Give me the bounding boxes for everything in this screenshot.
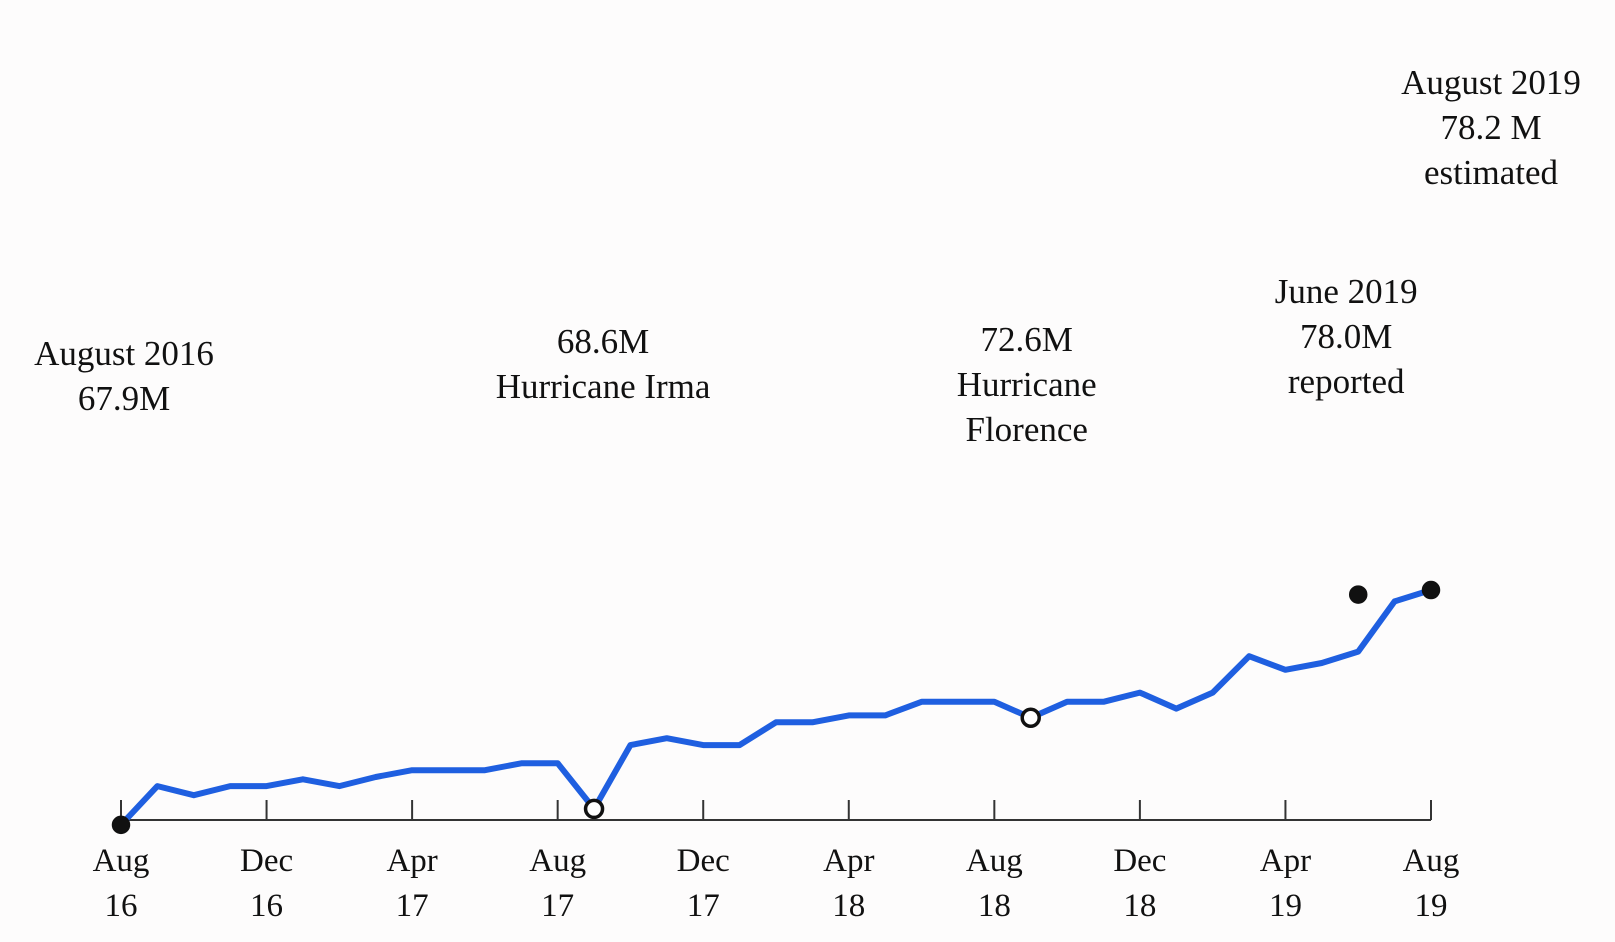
annotation-line: Hurricane Irma	[496, 367, 711, 406]
x-tick-label-line: Dec	[677, 843, 730, 879]
x-tick-label-line: 18	[1123, 888, 1156, 924]
series-line	[118, 587, 1434, 828]
series-layer	[118, 587, 1434, 828]
x-tick-label: Aug 18	[966, 843, 1023, 924]
marker-layer	[111, 580, 1441, 835]
annotation-line: 78.2 M	[1440, 108, 1541, 147]
x-tick-label: Dec 16	[240, 843, 293, 924]
x-tick-label: Aug 17	[529, 843, 586, 924]
x-tick-label: Apr 17	[386, 843, 437, 924]
x-tick-label-line: 17	[541, 888, 574, 924]
annotation-line: 68.6M	[557, 322, 649, 361]
annotation-line: estimated	[1424, 153, 1559, 192]
x-tick-label: Aug 19	[1403, 843, 1460, 924]
x-tick-label: Apr 18	[823, 843, 874, 924]
annotation-line: 72.6M	[981, 320, 1073, 359]
x-tick-label-line: Apr	[1260, 843, 1311, 879]
x-tick-label: Apr 19	[1260, 843, 1311, 924]
event-marker-open	[1020, 707, 1041, 728]
event-marker-open	[583, 798, 605, 820]
data-point-marker	[1421, 580, 1441, 600]
annotation-line: August 2016	[34, 334, 214, 373]
data-point-marker	[1348, 585, 1368, 604]
x-tick-label-line: 19	[1269, 888, 1302, 924]
annotation-line: Florence	[965, 410, 1087, 449]
point-annotation: August 2019 78.2 M estimated	[1401, 63, 1581, 192]
annotation-line: June 2019	[1275, 272, 1418, 311]
point-annotation: 72.6M Hurricane Florence	[957, 320, 1097, 449]
x-tick-label-line: Aug	[966, 843, 1023, 879]
x-tick-label-line: Apr	[386, 843, 437, 879]
x-tick-label-line: 18	[978, 888, 1011, 924]
x-tick-label: Aug 16	[93, 843, 150, 924]
annotation-line: Hurricane	[957, 365, 1097, 404]
annotation-line: 78.0M	[1300, 317, 1392, 356]
point-annotation: August 2016 67.9M	[34, 334, 214, 418]
x-tick-label-line: 17	[396, 888, 429, 924]
x-tick-label-line: Dec	[1113, 843, 1166, 879]
x-tick-label-line: 19	[1415, 888, 1448, 924]
data-point-marker	[111, 815, 131, 835]
x-tick-label: Dec 18	[1113, 843, 1166, 924]
x-tick-label-line: Aug	[529, 843, 586, 879]
point-annotation: June 2019 78.0M reported	[1275, 272, 1418, 401]
x-tick-label: Dec 17	[677, 843, 730, 924]
x-tick-label-line: 16	[105, 888, 138, 924]
point-annotation: 68.6M Hurricane Irma	[496, 322, 711, 406]
x-tick-label-line: Dec	[240, 843, 293, 879]
annotation-line: 67.9M	[78, 379, 170, 418]
x-tick-label-line: 17	[687, 888, 720, 924]
x-tick-label-line: 16	[250, 888, 283, 924]
x-tick-label-line: Apr	[823, 843, 874, 879]
x-axis: Aug 16 Dec 16 Apr 17 Aug 17 Dec 17 Apr 18 Aug 18 Dec 18…	[93, 800, 1460, 924]
annotation-line: August 2019	[1401, 63, 1581, 102]
annotation-layer: August 2016 67.9M 68.6M Hurricane Irma 72.6M…	[34, 63, 1581, 449]
x-tick-label-line: Aug	[1403, 843, 1460, 879]
annotation-line: reported	[1288, 362, 1405, 401]
x-tick-label-line: 18	[832, 888, 865, 924]
x-tick-label-line: Aug	[93, 843, 150, 879]
